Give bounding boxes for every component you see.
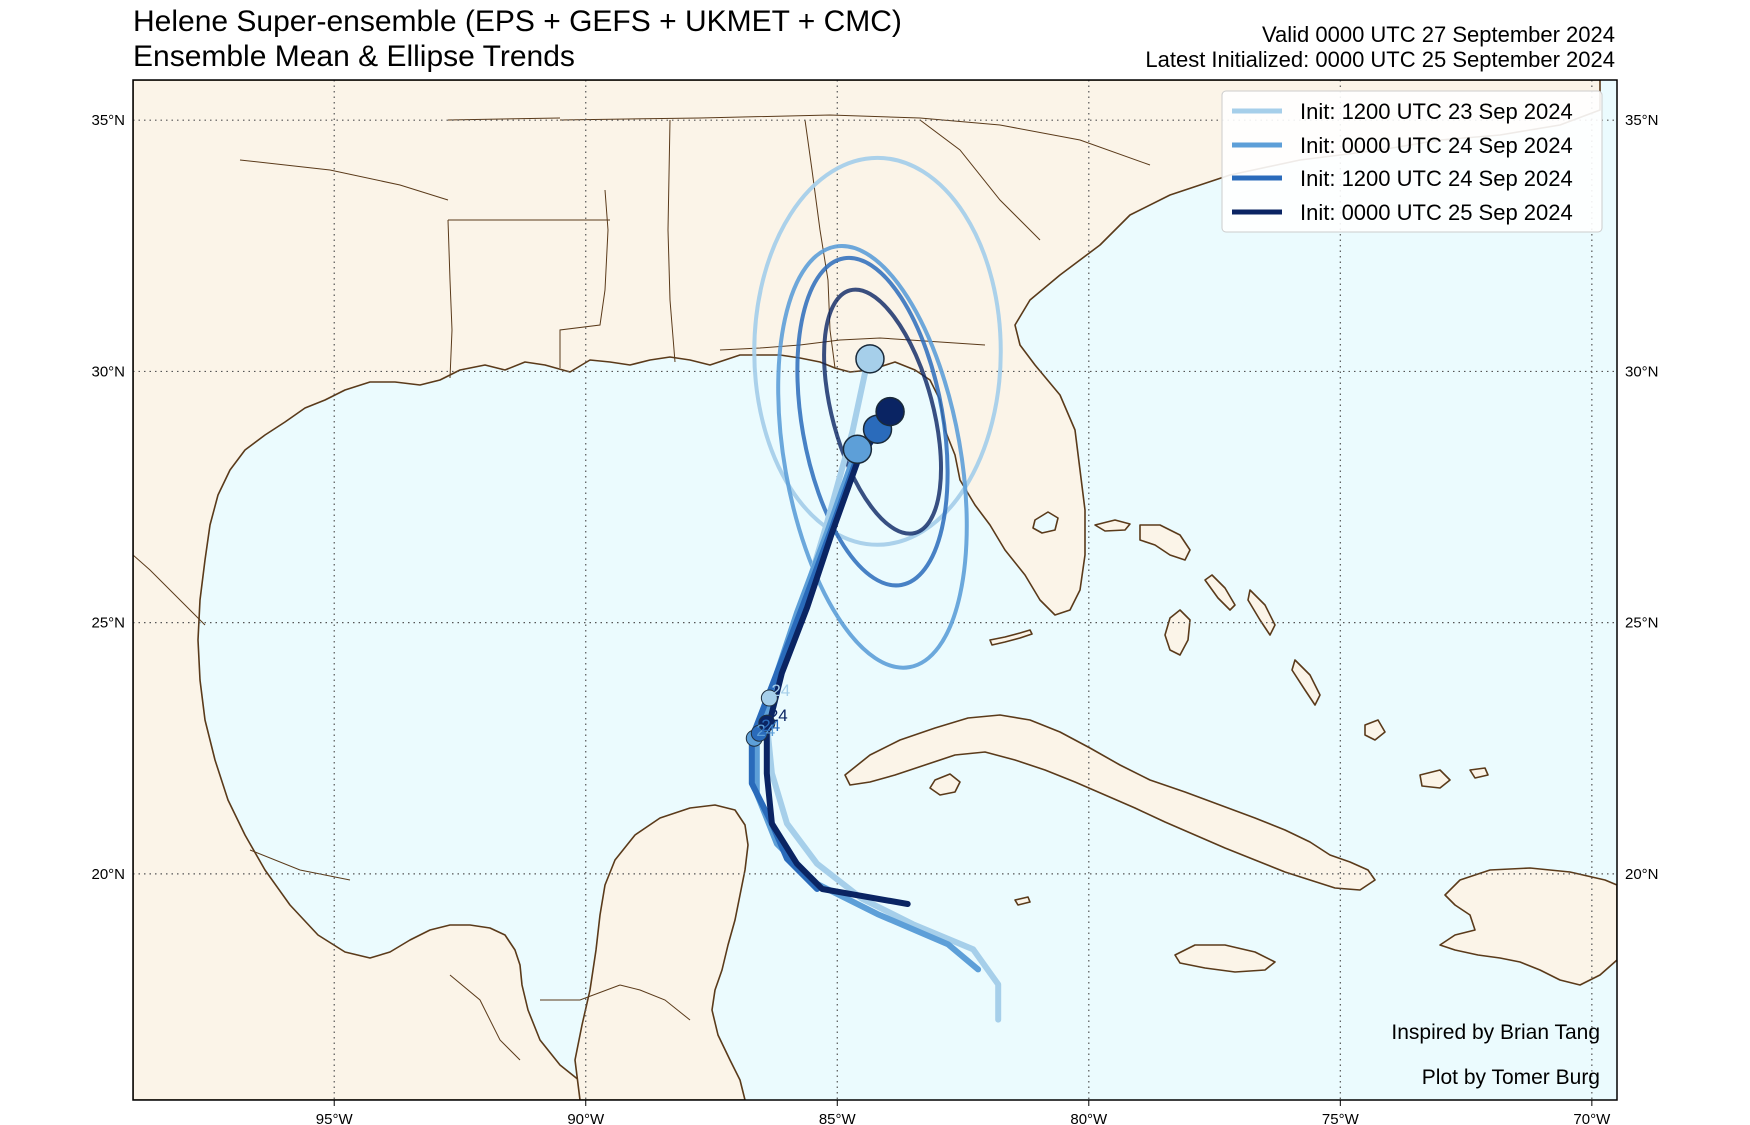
- chart-title-line-1: Helene Super-ensemble (EPS + GEFS + UKME…: [133, 5, 902, 38]
- oklahoma-texas-border: [239, 159, 449, 201]
- nc-sc-border: [919, 117, 1151, 166]
- isla-de-la-juventud: [929, 773, 961, 796]
- mississippi-alabama-border: [667, 119, 676, 363]
- bahamas-acklins: [1364, 719, 1386, 741]
- cuba: [844, 714, 1376, 891]
- lat-label-right-30: 30°N: [1625, 363, 1659, 380]
- credit-inspired: Inspired by Brian Tang: [1391, 1021, 1600, 1044]
- tennessee-border: [559, 114, 921, 121]
- forecast-ellipses: [752, 155, 1003, 670]
- latitude-labels-left: 20°N 25°N 30°N 35°N: [91, 112, 125, 883]
- credit-plot: Plot by Tomer Burg: [1422, 1066, 1600, 1089]
- hour-24-label-series-1: 24: [771, 681, 790, 700]
- hispaniola: [1439, 867, 1617, 986]
- chart-title-line-2: Ensemble Mean & Ellipse Trends: [133, 40, 575, 73]
- bahamas-grand-bahama: [1094, 519, 1131, 532]
- jamaica: [1174, 944, 1276, 973]
- forecast-points: [842, 344, 905, 465]
- lon-label-70: 70°W: [1573, 1111, 1611, 1125]
- florida-northern-border: [719, 337, 986, 351]
- ellipse-series-1: [752, 155, 1003, 547]
- lat-label-left-20: 20°N: [91, 866, 125, 883]
- texas-louisiana-border: [447, 219, 453, 379]
- plot-frame: [132, 79, 1618, 1101]
- axis-ticks: [333, 1100, 1593, 1106]
- ellipse-series-4: [822, 287, 944, 536]
- valid-time-text: Valid 0000 UTC 27 September 2024: [1261, 22, 1615, 47]
- lat-label-right-35: 35°N: [1625, 112, 1659, 129]
- point-series-1: [855, 344, 885, 374]
- hour-24-marker-series-4: [758, 714, 776, 732]
- bahamas-abaco: [1139, 524, 1191, 561]
- state-country-borders: [133, 80, 1151, 1061]
- legend-label-series-1: Init: 1200 UTC 23 Sep 2024: [1300, 99, 1573, 124]
- legend-label-series-4: Init: 0000 UTC 25 Sep 2024: [1300, 200, 1573, 225]
- legend: Init: 1200 UTC 23 Sep 2024 Init: 0000 UT…: [1221, 90, 1603, 233]
- hour-24-label-series-2: 24: [756, 721, 775, 740]
- bahamas-eleuthera: [1247, 589, 1276, 636]
- guatemala-border: [540, 984, 621, 1001]
- arkansas-border: [447, 117, 561, 121]
- turks-caicos: [1469, 767, 1489, 779]
- georgia-south-carolina-border: [919, 119, 1041, 241]
- hour-24-label-series-3: 24: [761, 716, 780, 735]
- alabama-georgia-border: [804, 119, 836, 369]
- lat-label-right-20: 20°N: [1625, 866, 1659, 883]
- legend-box: [1221, 90, 1603, 233]
- us-mexico-border: [133, 80, 206, 626]
- latitude-labels-right: 20°N 25°N 30°N 35°N: [1625, 112, 1659, 883]
- valid-time-info: Valid 0000 UTC 27 September 2024 Latest …: [1145, 22, 1615, 72]
- lat-label-left-35: 35°N: [91, 112, 125, 129]
- yucatan-peninsula: [574, 804, 749, 1100]
- lon-label-95: 95°W: [316, 1111, 354, 1125]
- chart-title: Helene Super-ensemble (EPS + GEFS + UKME…: [133, 4, 902, 74]
- ellipse-series-3: [795, 255, 950, 588]
- bahamas-long-island: [1291, 659, 1321, 706]
- louisiana-mississippi-border: [559, 189, 609, 368]
- bahamas-exuma: [1204, 574, 1236, 611]
- latest-init-text: Latest Initialized: 0000 UTC 25 Septembe…: [1145, 47, 1615, 72]
- lon-label-85: 85°W: [819, 1111, 857, 1125]
- bahamas-inagua: [1419, 769, 1451, 789]
- mexico-states: [249, 849, 521, 1061]
- cayman-islands: [1014, 896, 1031, 906]
- land-masses: [133, 80, 1617, 1100]
- plot-area: 24 24 24 24: [133, 80, 1617, 1100]
- lon-label-80: 80°W: [1070, 1111, 1108, 1125]
- bahamas-andros: [1164, 609, 1191, 656]
- point-series-4: [875, 396, 905, 427]
- track-labels: 24 24 24 24: [745, 681, 790, 747]
- lat-label-right-25: 25°N: [1625, 615, 1659, 632]
- lat-label-left-30: 30°N: [91, 363, 125, 380]
- north-america-land: [133, 80, 1601, 1100]
- point-series-2: [842, 434, 873, 465]
- lat-label-left-25: 25°N: [91, 615, 125, 632]
- lon-label-75: 75°W: [1322, 1111, 1360, 1125]
- legend-label-series-3: Init: 1200 UTC 24 Sep 2024: [1300, 166, 1573, 191]
- ellipse-series-2: [776, 243, 969, 670]
- legend-label-series-2: Init: 0000 UTC 24 Sep 2024: [1300, 133, 1573, 158]
- lon-label-90: 90°W: [567, 1111, 605, 1125]
- lake-okeechobee: [1032, 511, 1059, 534]
- mexico-belize-border: [619, 984, 691, 1021]
- hour-24-marker-series-1: [760, 689, 778, 707]
- longitude-labels: 95°W 90°W 85°W 80°W 75°W 70°W: [316, 1111, 1611, 1125]
- hour-24-label-series-4: 24: [769, 706, 788, 725]
- florida-keys: [989, 629, 1033, 646]
